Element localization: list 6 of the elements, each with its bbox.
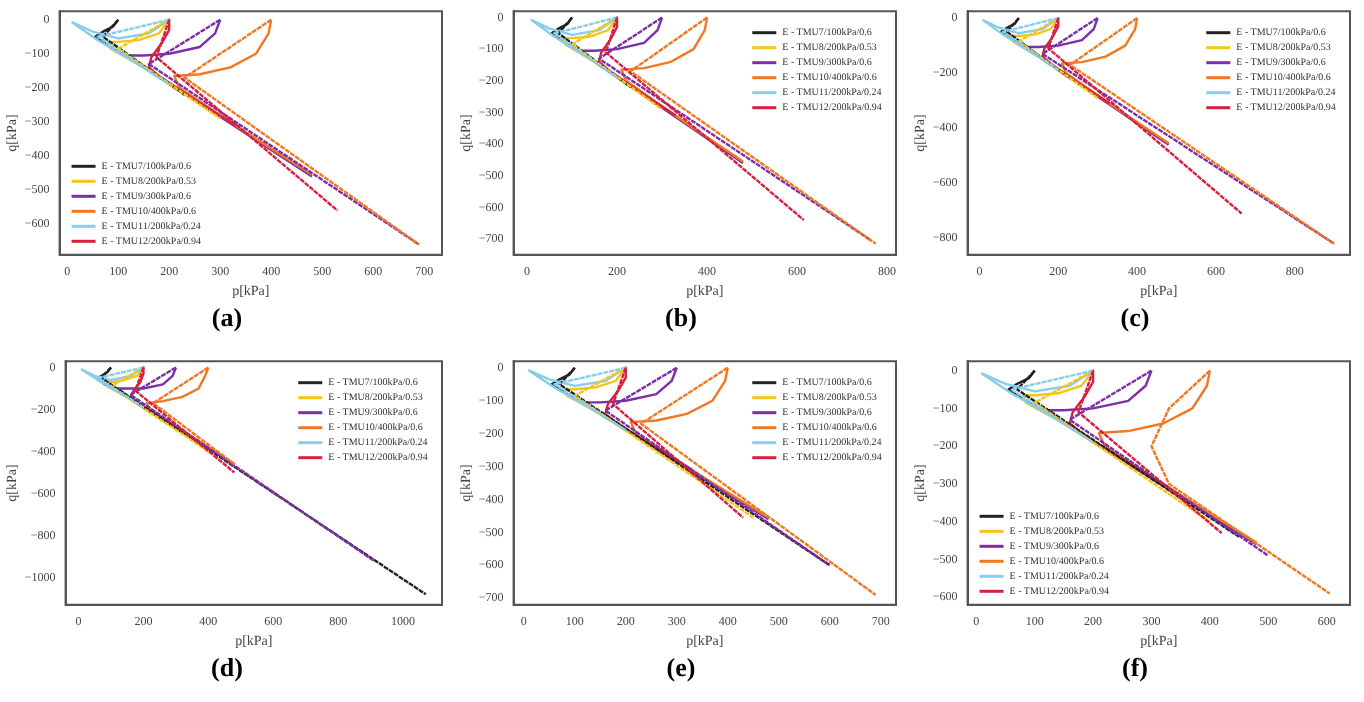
text: (b) bbox=[663, 302, 699, 334]
text: (c) bbox=[1118, 302, 1152, 334]
text: (f) bbox=[1120, 652, 1150, 684]
text: (a) bbox=[209, 302, 245, 334]
text: (d) bbox=[209, 652, 245, 684]
text: (e) bbox=[664, 652, 698, 684]
